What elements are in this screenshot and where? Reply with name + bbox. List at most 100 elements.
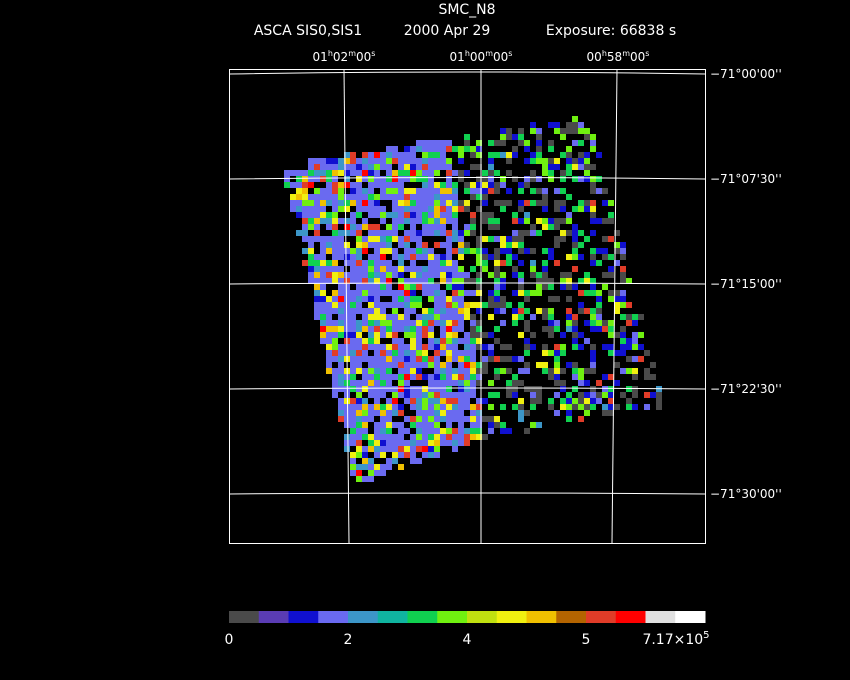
pixel xyxy=(464,242,470,248)
pixel xyxy=(560,200,566,206)
pixel xyxy=(428,320,434,326)
pixel xyxy=(476,434,482,440)
pixel xyxy=(590,182,596,188)
pixel xyxy=(320,320,326,326)
pixel xyxy=(524,368,530,374)
pixel xyxy=(422,362,428,368)
pixel xyxy=(578,368,584,374)
pixel xyxy=(548,398,554,404)
pixel xyxy=(608,398,614,404)
pixel xyxy=(614,380,620,386)
pixel xyxy=(338,194,344,200)
pixel xyxy=(374,368,380,374)
pixel xyxy=(392,194,398,200)
pixel xyxy=(404,374,410,380)
pixel xyxy=(566,254,572,260)
pixel xyxy=(590,134,596,140)
pixel xyxy=(626,386,632,392)
pixel xyxy=(398,188,404,194)
pixel xyxy=(356,386,362,392)
pixel xyxy=(380,356,386,362)
pixel xyxy=(572,314,578,320)
pixel xyxy=(422,428,428,434)
pixel xyxy=(452,278,458,284)
pixel xyxy=(392,236,398,242)
pixel xyxy=(422,164,428,170)
pixel xyxy=(416,266,422,272)
pixel xyxy=(416,302,422,308)
pixel xyxy=(374,398,380,404)
pixel xyxy=(614,260,620,266)
pixel xyxy=(446,296,452,302)
pixel xyxy=(470,194,476,200)
pixel xyxy=(482,302,488,308)
pixel xyxy=(362,320,368,326)
pixel xyxy=(392,362,398,368)
pixel xyxy=(500,296,506,302)
pixel xyxy=(398,200,404,206)
pixel xyxy=(428,170,434,176)
pixel xyxy=(356,404,362,410)
pixel xyxy=(338,266,344,272)
pixel xyxy=(578,404,584,410)
pixel xyxy=(452,224,458,230)
pixel xyxy=(404,398,410,404)
pixel xyxy=(410,356,416,362)
pixel xyxy=(356,344,362,350)
pixel xyxy=(314,272,320,278)
pixel xyxy=(386,464,392,470)
pixel xyxy=(326,266,332,272)
pixel xyxy=(398,278,404,284)
pixel xyxy=(356,254,362,260)
pixel xyxy=(380,464,386,470)
pixel xyxy=(548,308,554,314)
pixel xyxy=(572,116,578,122)
pixel xyxy=(428,392,434,398)
pixel xyxy=(554,410,560,416)
pixel xyxy=(500,182,506,188)
pixel xyxy=(428,296,434,302)
pixel xyxy=(548,158,554,164)
pixel xyxy=(608,212,614,218)
pixel xyxy=(452,146,458,152)
pixel xyxy=(428,326,434,332)
pixel xyxy=(362,374,368,380)
pixel xyxy=(380,332,386,338)
dec-label: −71°30'00'' xyxy=(710,487,782,501)
pixel xyxy=(572,242,578,248)
pixel xyxy=(404,428,410,434)
pixel xyxy=(494,218,500,224)
pixel xyxy=(452,356,458,362)
pixel xyxy=(320,266,326,272)
pixel xyxy=(374,338,380,344)
pixel xyxy=(320,338,326,344)
pixel xyxy=(440,440,446,446)
pixel xyxy=(410,452,416,458)
pixel xyxy=(476,188,482,194)
pixel xyxy=(416,404,422,410)
pixel xyxy=(386,188,392,194)
pixel xyxy=(506,344,512,350)
ra-part: 00 xyxy=(470,50,485,64)
pixel xyxy=(392,434,398,440)
pixel xyxy=(422,344,428,350)
pixel xyxy=(440,392,446,398)
pixel xyxy=(356,362,362,368)
pixel xyxy=(548,224,554,230)
pixel xyxy=(572,206,578,212)
pixel xyxy=(464,332,470,338)
pixel xyxy=(422,200,428,206)
pixel xyxy=(578,128,584,134)
pixel xyxy=(398,362,404,368)
pixel xyxy=(332,326,338,332)
pixel xyxy=(608,290,614,296)
pixel xyxy=(326,158,332,164)
pixel xyxy=(404,452,410,458)
pixel xyxy=(368,344,374,350)
pixel xyxy=(374,302,380,308)
pixel xyxy=(410,248,416,254)
pixel xyxy=(464,206,470,212)
pixel xyxy=(464,224,470,230)
pixel xyxy=(512,272,518,278)
pixel xyxy=(308,266,314,272)
